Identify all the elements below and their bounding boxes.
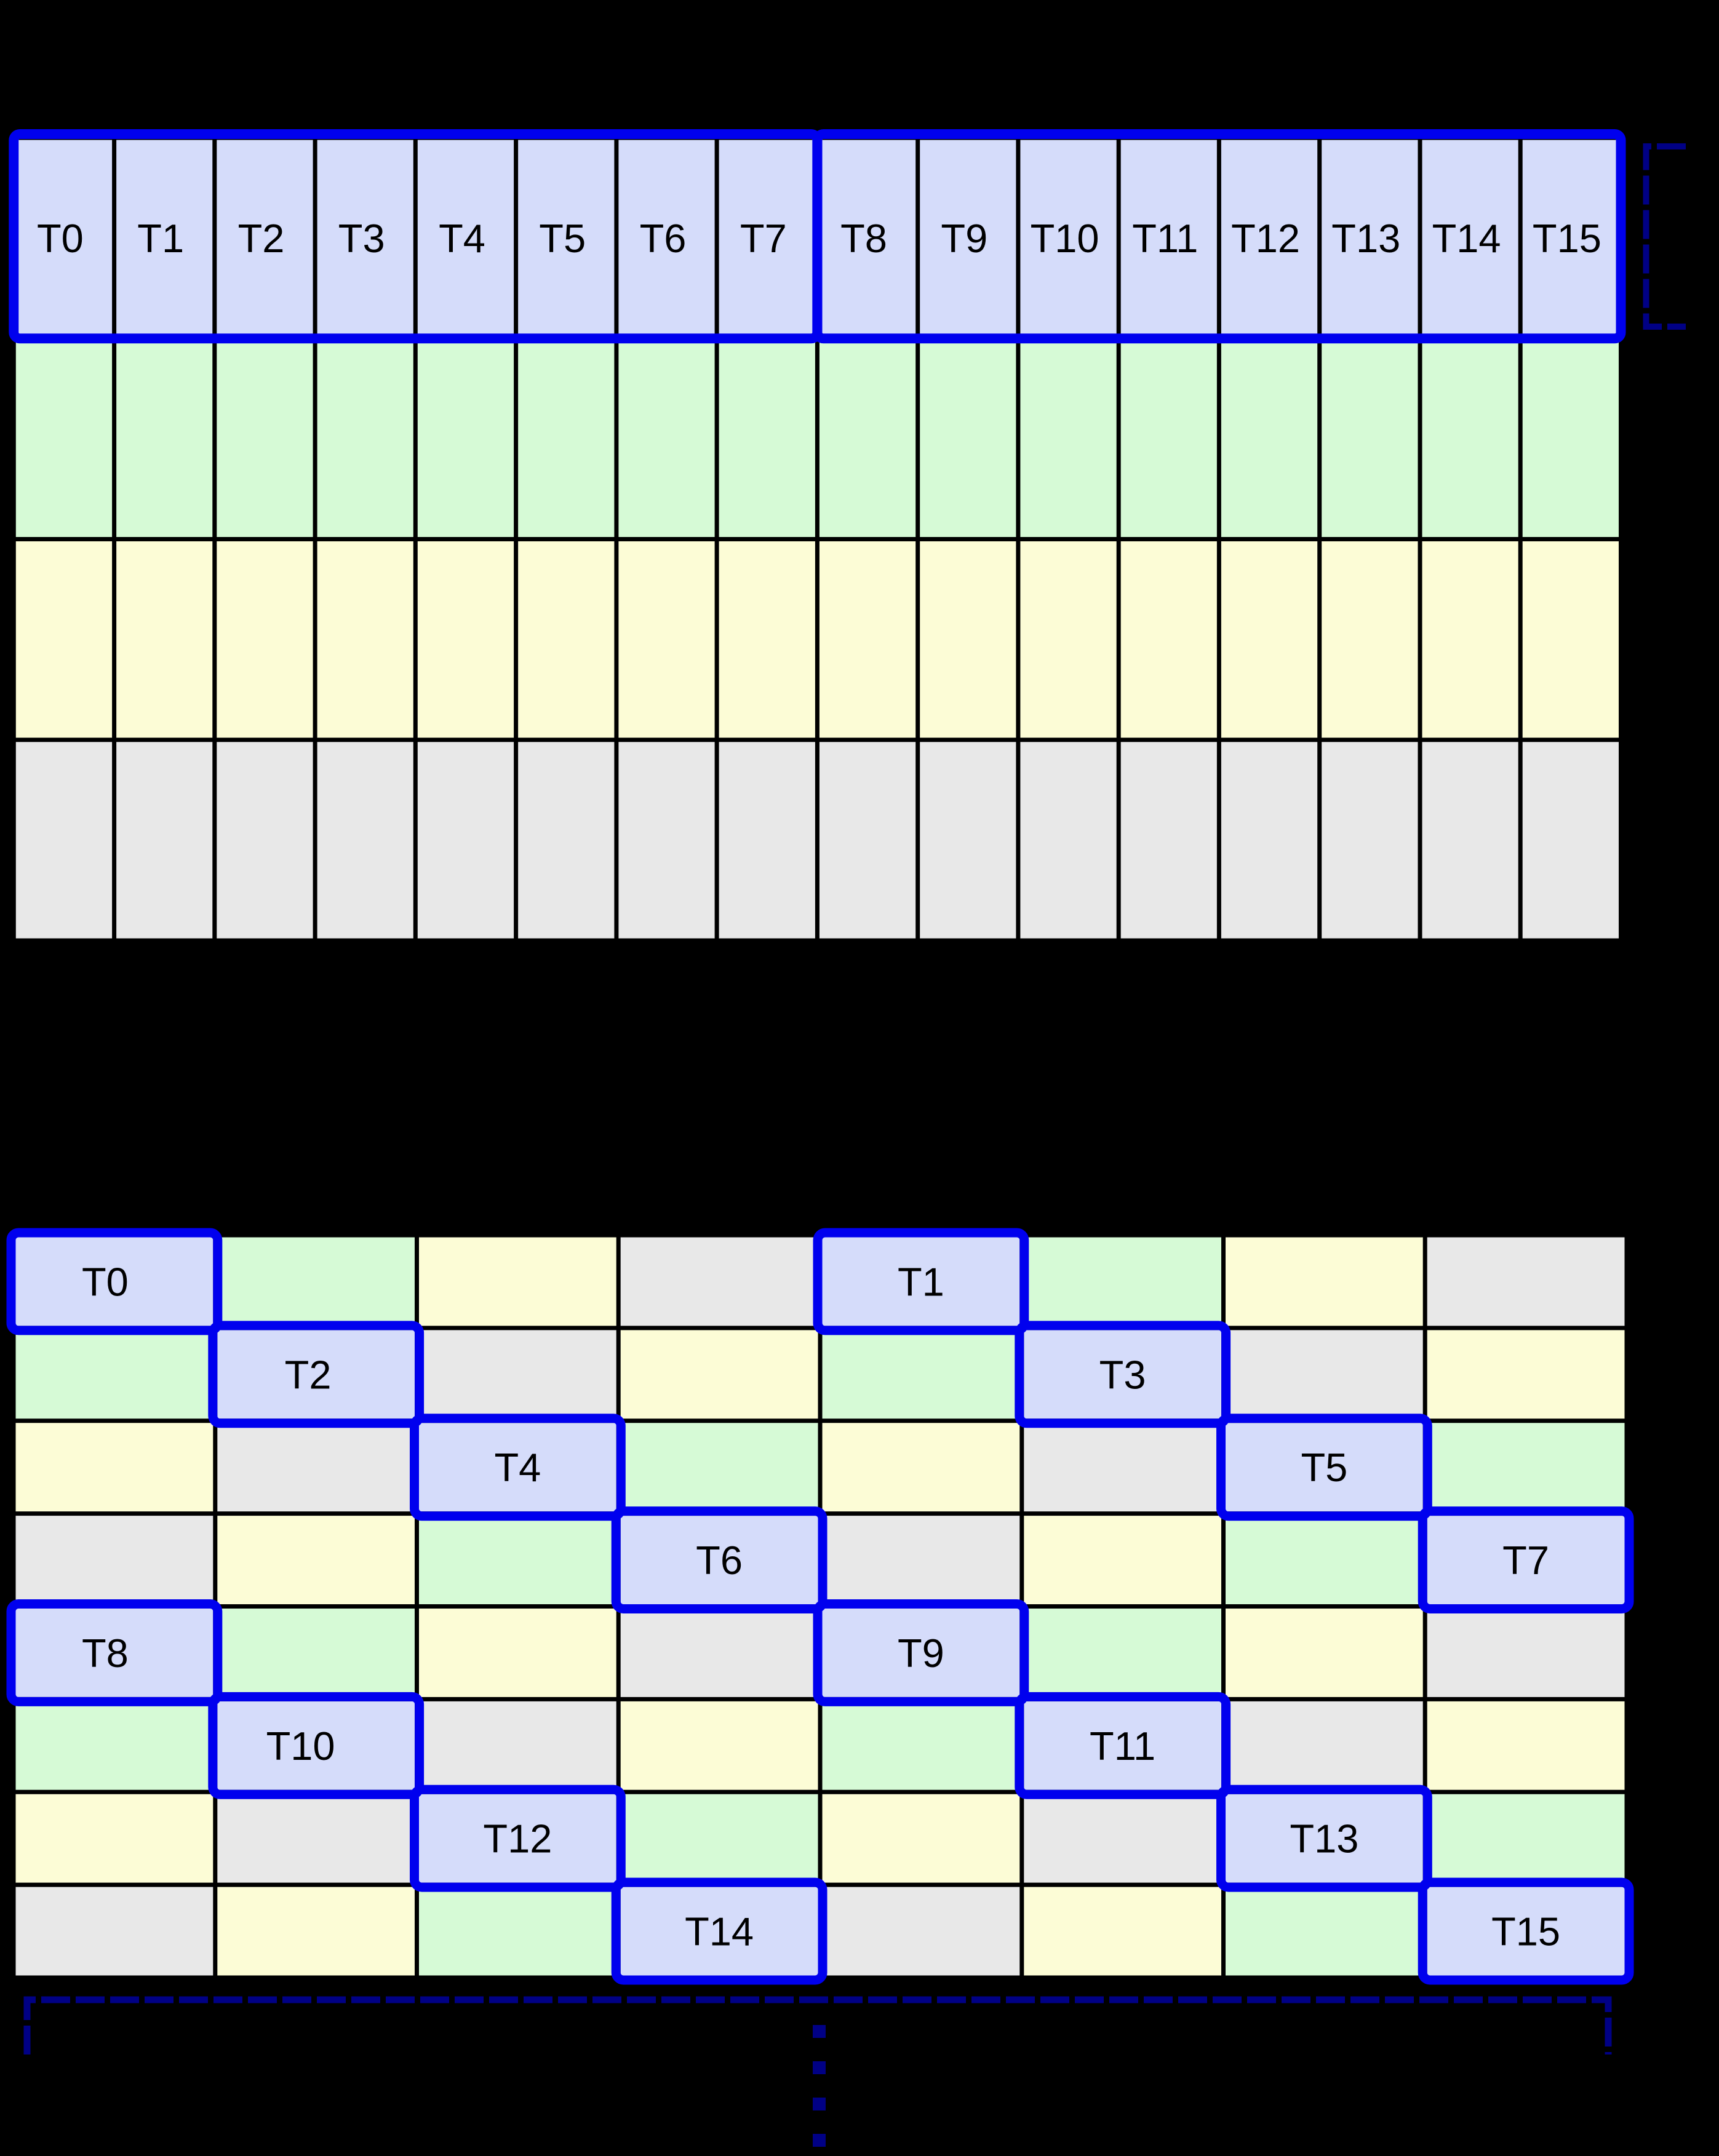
svg-text:T3: T3: [338, 216, 385, 261]
svg-text:T14: T14: [1432, 216, 1501, 261]
svg-text:T9: T9: [941, 216, 987, 261]
svg-text:T13: T13: [1290, 1816, 1358, 1861]
svg-text:T0: T0: [37, 216, 84, 261]
svg-text:T3: T3: [1099, 1352, 1146, 1397]
svg-text:T8: T8: [840, 216, 887, 261]
svg-text:T6: T6: [640, 216, 687, 261]
svg-text:T15: T15: [1533, 216, 1601, 261]
svg-text:T0: T0: [82, 1259, 129, 1304]
svg-text:T2: T2: [238, 216, 285, 261]
svg-text:T15: T15: [1491, 1909, 1560, 1954]
svg-text:T4: T4: [494, 1445, 541, 1490]
svg-text:T10: T10: [1031, 216, 1099, 261]
svg-text:T1: T1: [898, 1259, 944, 1304]
svg-text:T7: T7: [740, 216, 787, 261]
svg-text:T10: T10: [266, 1724, 335, 1768]
svg-text:T8: T8: [82, 1631, 129, 1676]
svg-text:T5: T5: [539, 216, 586, 261]
svg-text:T11: T11: [1090, 1724, 1155, 1768]
svg-text:T9: T9: [898, 1631, 944, 1676]
svg-text:T6: T6: [696, 1538, 743, 1583]
svg-text:T5: T5: [1301, 1445, 1347, 1490]
svg-text:T11: T11: [1132, 216, 1198, 261]
svg-text:T7: T7: [1502, 1538, 1549, 1583]
svg-text:T12: T12: [1231, 216, 1300, 261]
svg-text:T4: T4: [439, 216, 485, 261]
svg-text:T12: T12: [483, 1816, 552, 1861]
svg-text:T1: T1: [137, 216, 184, 261]
svg-text:T14: T14: [685, 1909, 754, 1954]
svg-text:T2: T2: [285, 1352, 332, 1397]
svg-text:T13: T13: [1331, 216, 1400, 261]
